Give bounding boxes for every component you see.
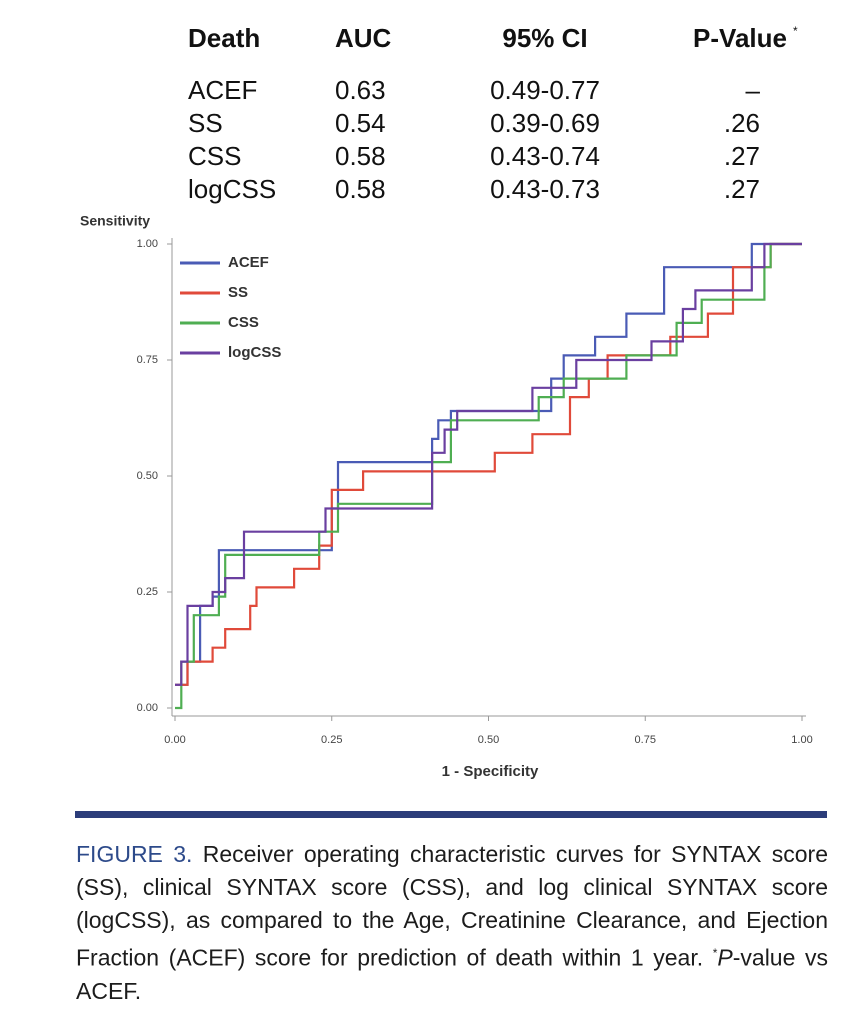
x-tick-label: 1.00 [791, 734, 812, 746]
y-tick-label: 0.50 [137, 470, 158, 482]
table-cell: 0.54 [335, 108, 386, 138]
y-tick-label: 0.00 [137, 702, 158, 714]
legend-label: logCSS [228, 344, 281, 361]
table-cell: – [746, 75, 761, 105]
roc-line [175, 242, 802, 686]
caption-label: FIGURE 3. [76, 841, 193, 867]
y-tick-label: 0.25 [137, 586, 158, 598]
table-cell: 0.43-0.74 [490, 141, 600, 171]
table-cell: 0.39-0.69 [490, 108, 600, 138]
table-cell: 0.49-0.77 [490, 75, 600, 105]
table-cell: 0.58 [335, 174, 386, 204]
table-cell: ACEF [188, 75, 257, 105]
table-cell: .27 [724, 174, 760, 204]
table-cell: .27 [724, 141, 760, 171]
legend-label: SS [228, 284, 248, 301]
legend-label: ACEF [228, 254, 269, 271]
caption-note-mark: * [712, 946, 718, 960]
x-tick-label: 0.50 [478, 734, 499, 746]
y-tick-label: 0.75 [137, 354, 158, 366]
header-mark: * [793, 24, 798, 38]
table-cell: logCSS [188, 174, 276, 204]
table-cell: CSS [188, 141, 241, 171]
table-header: AUC [335, 23, 392, 53]
roc-line [175, 242, 802, 686]
caption-note: -value vs ACEF. [76, 944, 828, 1004]
y-tick-label: 1.00 [137, 238, 158, 250]
table-cell: SS [188, 108, 223, 138]
y-axis-label: Sensitivity [80, 213, 150, 229]
chart: Sensitivity 1 - Specificity Death AUC 95% … [75, 23, 827, 818]
x-tick-label: 0.75 [635, 734, 656, 746]
divider [75, 811, 827, 818]
x-tick-label: 0.00 [164, 734, 185, 746]
roc-line [175, 242, 802, 710]
table-header: P-Value [693, 23, 787, 53]
caption-note-italic: P [717, 944, 733, 971]
table-cell: 0.63 [335, 75, 386, 105]
caption-text: Receiver operating characteristic curves… [76, 841, 828, 971]
table-cell: .26 [724, 108, 760, 138]
x-tick-label: 0.25 [321, 734, 342, 746]
caption: FIGURE 3. Receiver operating characteris… [76, 838, 828, 1008]
table-cell: 0.43-0.73 [490, 174, 600, 204]
table-header: 95% CI [502, 23, 587, 53]
table-cell: 0.58 [335, 141, 386, 171]
table-header: Death [188, 23, 260, 53]
legend-label: CSS [228, 314, 259, 331]
roc-line [175, 242, 802, 686]
x-axis-label: 1 - Specificity [442, 763, 539, 780]
